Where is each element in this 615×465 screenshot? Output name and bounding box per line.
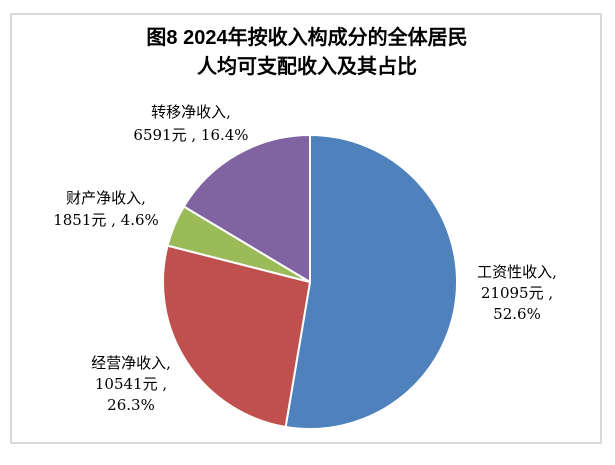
label-business-line3: 26.3% — [107, 396, 155, 414]
label-property-line2: 1851元 , 4.6% — [53, 211, 159, 229]
label-transfer-line2: 6591元 , 16.4% — [133, 126, 249, 144]
label-property-net-income: 财产净收入, 1851元 , 4.6% — [21, 187, 191, 231]
label-transfer-line1: 转移净收入, — [151, 103, 231, 121]
label-business-line2: 10541元 , — [94, 375, 168, 393]
label-wage-line3: 52.6% — [493, 305, 541, 323]
label-business-line1: 经营净收入, — [91, 354, 171, 372]
label-wage-line2: 21095元 , — [480, 284, 554, 302]
label-transfer-net-income: 转移净收入, 6591元 , 16.4% — [106, 101, 276, 147]
pie-slice-business-net-income — [162, 244, 311, 428]
chart-title: 图8 2024年按收入构成分的全体居民 人均可支配收入及其占比 — [11, 24, 603, 82]
label-business-net-income: 经营净收入, 10541元 , 26.3% — [46, 353, 216, 416]
chart-title-line2: 人均可支配收入及其占比 — [197, 56, 417, 78]
label-wage-line1: 工资性收入, — [477, 263, 557, 281]
pie-slice-transfer-net-income — [182, 134, 311, 283]
chart-title-line1: 图8 2024年按收入构成分的全体居民 — [146, 27, 468, 49]
pie-slice-wage-income — [284, 134, 458, 430]
label-property-line1: 财产净收入, — [66, 189, 146, 207]
label-wage-income: 工资性收入, 21095元 , 52.6% — [432, 262, 602, 325]
